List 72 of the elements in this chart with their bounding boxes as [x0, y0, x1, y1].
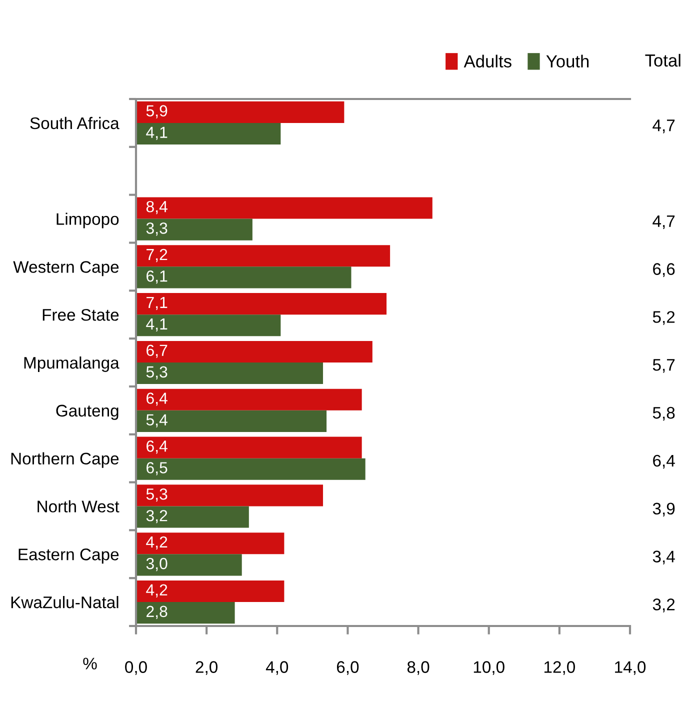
bar: [136, 436, 362, 458]
bar: [136, 314, 281, 336]
bar: [136, 245, 390, 267]
bar: [136, 484, 324, 506]
bar: [136, 362, 324, 384]
bar: [136, 122, 281, 145]
x-tick-label: 10,0: [474, 661, 504, 675]
text: 4,7: [652, 120, 675, 134]
text: 3,2: [652, 598, 675, 612]
legend-label: Youth: [546, 54, 589, 68]
data-label: 5,3: [146, 366, 168, 380]
text: 3,9: [652, 502, 675, 517]
bar: [136, 101, 344, 123]
data-label: 4,2: [146, 536, 168, 550]
x-axis-title: %: [83, 658, 97, 670]
bar: [136, 506, 249, 528]
bar: [136, 410, 327, 432]
text: 4,7: [652, 215, 675, 230]
y-tick-label: Eastern Cape: [18, 548, 119, 564]
bar: [136, 554, 242, 576]
x-tick-label: 14,0: [615, 661, 646, 675]
bar: [136, 218, 252, 240]
y-tick-label: Mpumalanga: [24, 356, 120, 372]
data-label: 6,4: [146, 440, 168, 454]
data-label: 2,8: [146, 606, 168, 619]
bar: [136, 580, 284, 602]
x-tick-label: 12,0: [544, 661, 575, 675]
y-tick-label: KwaZulu-Natal: [11, 596, 118, 608]
data-label: 7,2: [146, 248, 168, 262]
x-tick-label: 6,0: [336, 661, 359, 675]
text: 5,7: [652, 359, 675, 373]
y-tick-label: North West: [38, 500, 120, 512]
x-tick-label: 0,0: [125, 661, 147, 675]
x-tick-label: 4,0: [266, 661, 288, 675]
bar: [136, 388, 362, 410]
data-label: 3,3: [146, 222, 168, 236]
data-label: 3,0: [146, 558, 168, 572]
text: 6,6: [653, 263, 675, 277]
bar: [136, 458, 366, 480]
data-label: 8,4: [146, 200, 168, 214]
data-label: 4,1: [146, 318, 168, 332]
text: 3,4: [652, 550, 675, 564]
bar: [136, 266, 352, 288]
bar: [136, 293, 387, 315]
bar: [136, 340, 372, 362]
text: Total: [645, 54, 680, 67]
data-label: 3,2: [146, 510, 168, 524]
text: 5,8: [652, 406, 675, 421]
legend-label: Adults: [464, 54, 512, 68]
data-label: 6,1: [146, 270, 168, 284]
data-label: 6,4: [146, 392, 168, 406]
y-tick-label: Northern Cape: [11, 452, 119, 468]
data-label: 7,1: [146, 296, 168, 310]
text: 5,2: [652, 311, 675, 325]
y-tick-label: Western Cape: [13, 261, 119, 276]
data-label: 5,3: [146, 488, 168, 502]
data-label: 6,5: [146, 462, 168, 476]
bar: [136, 532, 284, 554]
y-tick-label: Free State: [42, 308, 119, 321]
x-tick-label: 2,0: [196, 661, 218, 675]
y-tick-label: Limpopo: [56, 212, 119, 228]
data-label: 5,9: [146, 105, 168, 118]
x-tick-label: 8,0: [407, 661, 430, 675]
data-label: 4,1: [146, 126, 168, 140]
data-label: 5,4: [146, 414, 168, 428]
y-tick-label: Gauteng: [56, 404, 118, 420]
bar: [136, 602, 235, 624]
text: 6,4: [653, 454, 675, 469]
data-label: 4,2: [146, 584, 168, 598]
data-label: 6,7: [146, 344, 168, 358]
y-tick-label: South Africa: [30, 116, 120, 130]
bar: [136, 197, 432, 219]
